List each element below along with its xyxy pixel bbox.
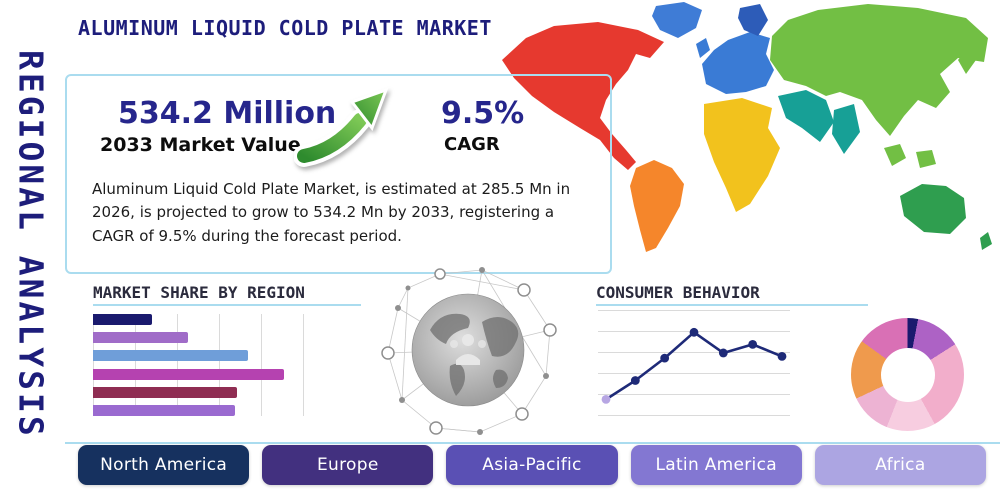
region-button-africa[interactable]: Africa (814, 445, 987, 485)
bar-segment-4 (93, 368, 284, 380)
map-region-uk (696, 38, 710, 58)
map-region-south-america (630, 160, 684, 252)
consumer-behavior-line-chart (598, 310, 790, 416)
map-region-africa (704, 98, 780, 212)
consumer-behavior-section-title: CONSUMER BEHAVIOR (596, 283, 760, 302)
map-region-india (832, 104, 860, 154)
bar-segment-5 (93, 386, 238, 398)
vertical-section-label: REGIONAL ANALYSIS (4, 40, 58, 448)
line-chart-svg (601, 327, 787, 404)
vertical-section-label-text: REGIONAL ANALYSIS (11, 49, 51, 439)
map-region-europe (702, 32, 774, 94)
region-button-latin-america[interactable]: Latin America (630, 445, 802, 485)
map-region-sea-islands-1 (884, 144, 906, 166)
market-description: Aluminum Liquid Cold Plate Market, is es… (92, 180, 571, 245)
map-region-australia (900, 184, 966, 234)
region-button-row: North America Europe Asia-Pacific Latin Ame… (78, 445, 987, 485)
world-map (502, 2, 992, 252)
line-marker-2 (630, 376, 640, 385)
donut-hole (880, 347, 935, 402)
map-region-north-america (502, 22, 664, 170)
line-marker-7 (777, 352, 787, 361)
cagr-label: CAGR (444, 134, 500, 155)
line-marker-4 (689, 327, 699, 337)
line-marker-5 (718, 348, 728, 358)
map-region-sea-islands-2 (916, 150, 936, 168)
market-share-underline (93, 304, 361, 306)
market-value-label: 2033 Market Value (100, 134, 301, 156)
region-button-asia-pacific[interactable]: Asia-Pacific (446, 445, 618, 485)
region-button-europe[interactable]: Europe (262, 445, 434, 485)
region-button-north-america[interactable]: North America (78, 445, 250, 485)
stats-box (65, 74, 612, 274)
consumer-behavior-underline (596, 304, 868, 306)
globe-network-illustration (381, 267, 557, 435)
market-share-section-title: MARKET SHARE BY REGION (93, 283, 305, 302)
line-marker-3 (660, 353, 670, 363)
line-marker-1 (601, 395, 611, 404)
map-region-scandinavia (738, 4, 768, 36)
bar-segment-2 (93, 332, 189, 344)
map-region-asia (770, 4, 988, 136)
growth-arrow-icon (294, 87, 389, 167)
market-value-stat: 534.2 Million (118, 96, 337, 131)
bar-segment-3 (93, 350, 248, 362)
market-share-bar-chart (93, 314, 305, 416)
regional-share-donut-chart (851, 318, 964, 431)
page-title: ALUMINUM LIQUID COLD PLATE MARKET (78, 16, 492, 40)
map-region-new-zealand (980, 232, 992, 250)
bar-segment-6 (93, 404, 236, 416)
bar-segment-1 (93, 314, 153, 325)
map-region-middle-east (778, 90, 834, 142)
bottom-divider (65, 442, 1000, 444)
map-region-japan (958, 48, 976, 74)
cagr-stat: 9.5% (441, 96, 525, 131)
map-region-greenland (652, 2, 702, 38)
line-marker-6 (748, 339, 758, 349)
people-icon (450, 334, 486, 365)
